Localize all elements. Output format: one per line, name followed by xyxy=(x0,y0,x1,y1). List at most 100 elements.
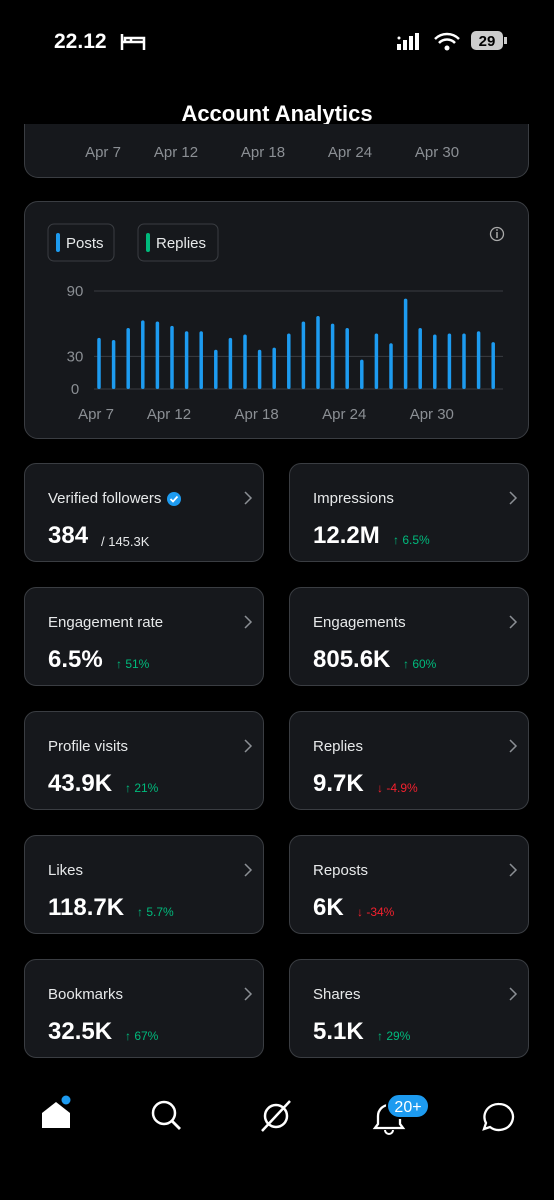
bar xyxy=(360,359,364,389)
legend-swatch xyxy=(56,233,60,252)
bar xyxy=(476,331,481,389)
stat-change: ↓ -34% xyxy=(357,905,395,919)
top-x-label: Apr 12 xyxy=(154,144,198,161)
bar xyxy=(287,333,291,389)
stat-total: / 145.3K xyxy=(101,534,150,549)
top-x-label: Apr 30 xyxy=(415,144,459,161)
nav-search[interactable] xyxy=(151,1100,181,1130)
stat-card[interactable]: Engagements 805.6K ↑ 60% xyxy=(289,587,529,686)
bar xyxy=(491,342,495,389)
stat-card[interactable]: Likes 118.7K ↑ 5.7% xyxy=(24,835,264,934)
verified-badge xyxy=(167,492,181,506)
stat-value: 5.1K xyxy=(313,1018,364,1045)
bar xyxy=(111,340,116,389)
stat-label: Replies xyxy=(313,738,364,755)
status-time: 22.12 xyxy=(54,30,107,53)
stat-value: 12.2M xyxy=(313,522,380,549)
bar xyxy=(199,331,203,389)
stat-label: Engagements xyxy=(313,614,406,631)
legend-label: Posts xyxy=(66,235,104,252)
stat-card[interactable]: Bookmarks 32.5K ↑ 67% xyxy=(24,959,264,1058)
bar xyxy=(418,328,422,389)
bar xyxy=(447,333,452,389)
nav-grok[interactable] xyxy=(261,1100,291,1132)
x-tick-label: Apr 7 xyxy=(78,406,114,423)
bar xyxy=(126,328,130,389)
battery-level: 29 xyxy=(479,33,496,50)
stat-change: ↑ 6.5% xyxy=(393,533,430,547)
stat-change: ↑ 51% xyxy=(116,657,150,671)
legend-box[interactable] xyxy=(137,223,219,262)
bar xyxy=(389,343,393,389)
y-tick-label: 0 xyxy=(71,381,79,398)
legend-swatch xyxy=(146,233,150,252)
legend-box[interactable] xyxy=(47,223,115,262)
chevron xyxy=(509,987,518,1001)
stat-change: ↑ 67% xyxy=(125,1029,159,1043)
nav-messages[interactable] xyxy=(482,1102,515,1132)
top-x-label: Apr 7 xyxy=(85,144,121,161)
stat-change: ↑ 60% xyxy=(403,657,437,671)
x-tick-label: Apr 18 xyxy=(234,406,278,423)
chevron xyxy=(509,491,518,505)
nav-home[interactable] xyxy=(42,1102,70,1128)
stat-value: 118.7K xyxy=(48,894,125,921)
legend-label: Replies xyxy=(156,235,206,252)
bar xyxy=(330,323,335,389)
bar xyxy=(374,333,379,389)
top-card xyxy=(24,124,529,178)
stat-change: ↑ 5.7% xyxy=(137,905,174,919)
x-tick-label: Apr 30 xyxy=(410,406,454,423)
stat-change: ↓ -4.9% xyxy=(377,781,418,795)
bar xyxy=(257,349,262,389)
chevron xyxy=(509,863,518,877)
bottom-nav: 20+ xyxy=(42,1093,515,1135)
stat-value: 6K xyxy=(313,894,344,921)
chevron xyxy=(244,615,253,629)
stat-label: Reposts xyxy=(313,862,369,879)
top-x-label: Apr 18 xyxy=(241,144,285,161)
bar xyxy=(243,334,247,389)
stat-label: Profile visits xyxy=(48,738,129,755)
bar xyxy=(345,328,349,389)
chevron xyxy=(244,739,253,753)
stat-value: 43.9K xyxy=(48,770,113,797)
chevron xyxy=(244,987,253,1001)
stat-label: Engagement rate xyxy=(48,614,164,631)
y-tick-label: 30 xyxy=(67,348,84,365)
stat-card[interactable]: Verified followers 384 / 145.3K xyxy=(24,463,264,562)
stat-value: 32.5K xyxy=(48,1018,113,1045)
bar xyxy=(316,316,320,389)
stat-card[interactable]: Replies 9.7K ↓ -4.9% xyxy=(289,711,529,810)
chart-card xyxy=(24,201,529,439)
status-icons: 29 xyxy=(120,31,507,51)
stat-label: Bookmarks xyxy=(48,986,124,1003)
bar xyxy=(170,325,174,389)
stat-value: 805.6K xyxy=(313,646,391,673)
x-tick-label: Apr 12 xyxy=(147,406,191,423)
chevron xyxy=(509,615,518,629)
stat-label: Impressions xyxy=(313,490,394,507)
stat-label: Verified followers xyxy=(48,490,181,507)
notification-badge: 20+ xyxy=(394,1099,421,1116)
stat-card[interactable]: Impressions 12.2M ↑ 6.5% xyxy=(289,463,529,562)
stat-value: 6.5% xyxy=(48,646,103,673)
top-x-label: Apr 24 xyxy=(328,144,372,161)
bar xyxy=(97,337,101,389)
bar xyxy=(403,298,408,389)
stat-card[interactable]: Reposts 6K ↓ -34% xyxy=(289,835,529,934)
stat-label: Likes xyxy=(48,862,84,879)
bar xyxy=(301,321,306,389)
bar xyxy=(141,320,145,389)
chevron xyxy=(244,863,253,877)
bar xyxy=(272,347,276,389)
chevron xyxy=(509,739,518,753)
stat-card[interactable]: Shares 5.1K ↑ 29% xyxy=(289,959,529,1058)
stat-card[interactable]: Engagement rate 6.5% ↑ 51% xyxy=(24,587,264,686)
bar xyxy=(433,334,437,389)
page-title: Account Analytics xyxy=(181,101,373,126)
x-tick-label: Apr 24 xyxy=(322,406,366,423)
y-tick-label: 90 xyxy=(67,283,84,300)
stat-card[interactable]: Profile visits 43.9K ↑ 21% xyxy=(24,711,264,810)
chevron xyxy=(244,491,253,505)
